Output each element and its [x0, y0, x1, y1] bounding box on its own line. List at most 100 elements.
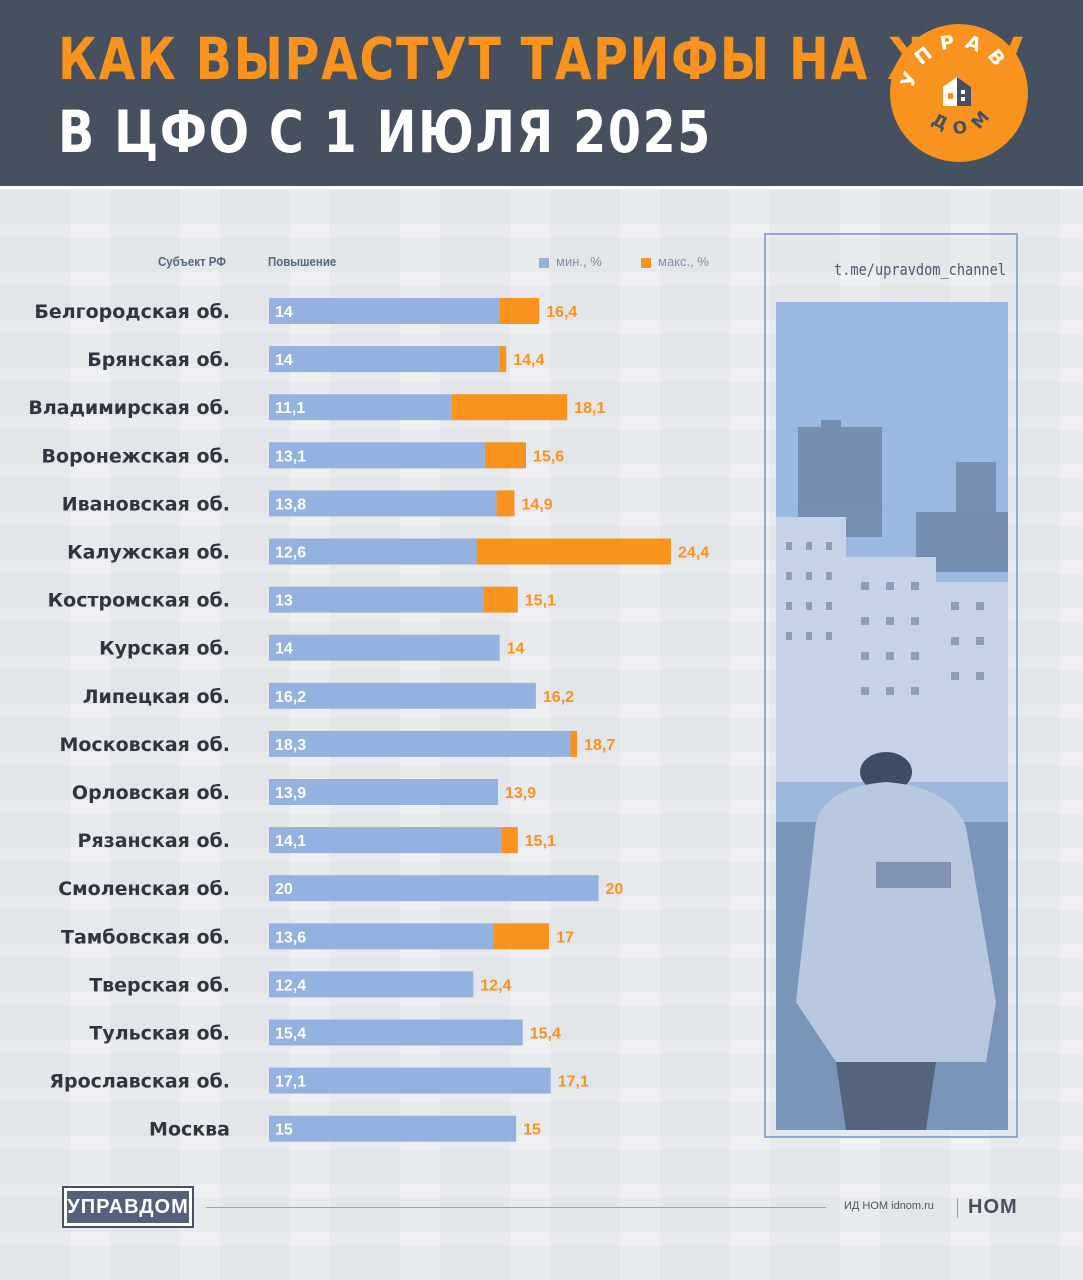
- bar-min: [269, 586, 484, 613]
- telegram-channel-link[interactable]: t.me/upravdom_channel: [834, 260, 1006, 279]
- min-value-label: 12,6: [275, 545, 306, 562]
- worker-figure: [796, 752, 996, 1130]
- max-value-label: 16,4: [546, 304, 577, 321]
- min-value-label: 13,6: [275, 929, 306, 946]
- max-value-label: 14: [507, 641, 525, 658]
- bar-min: [269, 634, 500, 661]
- category-label: Владимирская об.: [28, 397, 230, 419]
- legend-max-swatch: [641, 258, 651, 268]
- max-value-label: 12,4: [480, 977, 511, 994]
- tariff-chart: Субъект РФ Повышение мин., % макс., % Бе…: [0, 230, 760, 1160]
- bar-min: [269, 971, 474, 998]
- min-value-label: 12,4: [275, 977, 306, 994]
- min-value-label: 14: [275, 304, 293, 321]
- bar-min: [269, 730, 571, 757]
- legend-max-label: макс., %: [658, 254, 709, 269]
- max-value-label: 13,9: [505, 785, 536, 802]
- category-label: Липецкая об.: [83, 686, 230, 708]
- column-header-value: Повышение: [268, 254, 337, 269]
- category-label: Калужская об.: [67, 542, 230, 564]
- bar-min: [269, 779, 499, 805]
- bar-min: [269, 346, 500, 373]
- column-header-region: Субъект РФ: [158, 254, 226, 269]
- category-label: Брянская об.: [87, 349, 230, 371]
- category-label: Рязанская об.: [78, 830, 230, 852]
- header-divider: [0, 186, 1083, 189]
- footer-separator: [957, 1198, 958, 1218]
- min-value-label: 13,8: [275, 496, 306, 513]
- bar-min: [269, 923, 494, 950]
- min-value-label: 13,9: [275, 785, 306, 802]
- min-value-label: 20: [275, 881, 293, 898]
- max-value-label: 14,4: [513, 352, 544, 369]
- category-label: Ярославская об.: [49, 1071, 230, 1093]
- footer-logo-text: УПРАВДОМ: [67, 1191, 189, 1223]
- bar-min: [269, 298, 500, 324]
- category-label: Костромская об.: [48, 590, 230, 612]
- min-value-label: 15: [275, 1122, 293, 1139]
- max-value-label: 15,6: [533, 448, 564, 465]
- category-label: Ивановская об.: [62, 493, 230, 515]
- min-value-label: 11,1: [275, 400, 305, 417]
- category-label: Тамбовская об.: [61, 926, 230, 948]
- min-value-label: 14: [275, 352, 293, 369]
- photo-worker-buildings: [776, 302, 1008, 1130]
- bar-min: [269, 1067, 551, 1094]
- min-value-label: 13,1: [275, 448, 306, 465]
- category-label: Тульская об.: [89, 1023, 230, 1045]
- bar-max-increment: [501, 827, 518, 854]
- category-label: Курская об.: [99, 638, 230, 660]
- max-value-label: 17,1: [558, 1074, 589, 1091]
- bar-min: [269, 1115, 517, 1142]
- min-value-label: 14,1: [275, 833, 306, 850]
- house-icon: [943, 77, 971, 106]
- legend-min-label: мин., %: [556, 254, 602, 269]
- max-value-label: 24,4: [678, 545, 709, 562]
- bar-min: [269, 875, 599, 902]
- title-line-2: В ЦФО С 1 ИЮЛЯ 2025: [58, 98, 713, 166]
- min-value-label: 17,1: [275, 1074, 306, 1091]
- max-value-label: 14,9: [521, 496, 552, 513]
- legend-min-swatch: [539, 258, 549, 268]
- category-label: Смоленская об.: [58, 878, 230, 900]
- bar-max-increment: [451, 394, 568, 421]
- bar-max-increment: [499, 346, 507, 373]
- bar-min: [269, 1019, 523, 1046]
- photo-panel: t.me/upravdom_channel: [764, 233, 1018, 1138]
- footer-divider: [206, 1207, 826, 1208]
- max-value-label: 16,2: [543, 689, 574, 706]
- max-value-label: 15,1: [525, 593, 556, 610]
- max-value-label: 20: [606, 881, 624, 898]
- bar-max-increment: [499, 298, 540, 324]
- bar-chart-svg: Белгородская об. 14 16,4 Брянская об. 14 14,4…: [28, 298, 709, 1142]
- max-value-label: 18,7: [584, 737, 615, 754]
- footer-nom-logo: НОМ: [968, 1196, 1018, 1218]
- bar-max-increment: [570, 730, 578, 757]
- min-value-label: 13: [275, 593, 293, 610]
- header: КАК ВЫРАСТУТ ТАРИФЫ НА ЖКУ В ЦФО С 1 ИЮЛ…: [0, 0, 1083, 186]
- max-value-label: 18,1: [574, 400, 605, 417]
- bar-max-increment: [476, 538, 671, 565]
- footer-upravdom-logo: УПРАВДОМ: [62, 1186, 194, 1228]
- bar-max-increment: [484, 442, 527, 469]
- category-label: Московская об.: [59, 734, 230, 756]
- category-label: Орловская об.: [72, 782, 230, 804]
- min-value-label: 16,2: [275, 689, 306, 706]
- max-value-label: 15,4: [530, 1026, 561, 1043]
- max-value-label: 15,1: [525, 833, 556, 850]
- bar-max-increment: [483, 586, 518, 613]
- bar-min: [269, 827, 502, 854]
- footer-source: ИД НОМ idnom.ru: [844, 1200, 934, 1212]
- category-label: Воронежская об.: [42, 445, 230, 467]
- max-value-label: 15: [523, 1122, 541, 1139]
- max-value-label: 17: [556, 929, 574, 946]
- bar-min: [269, 442, 485, 469]
- bar-max-increment: [496, 490, 515, 517]
- bar-min: [269, 394, 452, 421]
- bar-min: [269, 490, 497, 517]
- category-label: Москва: [149, 1119, 230, 1141]
- bar-min: [269, 538, 477, 565]
- category-label: Белгородская об.: [34, 301, 230, 323]
- title-line-1: КАК ВЫРАСТУТ ТАРИФЫ НА ЖКУ: [58, 25, 1026, 93]
- category-label: Тверская об.: [89, 974, 230, 996]
